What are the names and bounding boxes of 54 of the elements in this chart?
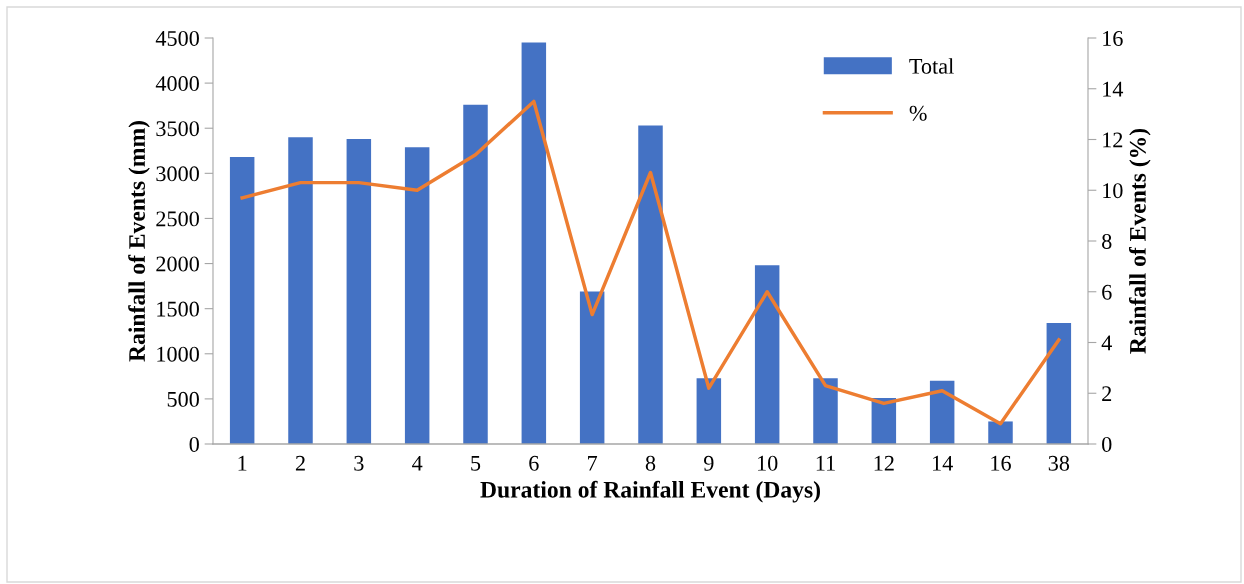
x-tick-label: 5 <box>471 455 481 471</box>
y-tick-label: 4500 <box>155 30 199 46</box>
bar <box>229 157 255 444</box>
y-axis-title: Rainfall of Events (mm) <box>128 121 150 362</box>
y-tick-label: 4000 <box>155 76 199 92</box>
y2-axis-title: Rainfall of Events (%) <box>1128 128 1151 354</box>
x-tick-label: 6 <box>529 455 539 471</box>
y2-tick-label: 10 <box>1103 183 1123 199</box>
y-tick-label: 0 <box>189 436 199 452</box>
y-tick-label: 500 <box>167 391 199 407</box>
bar <box>813 378 838 444</box>
bar <box>521 42 547 444</box>
x-tick-label: 8 <box>645 455 656 471</box>
legend-label: % <box>909 105 927 121</box>
bar <box>638 125 663 444</box>
y2-tick-label: 12 <box>1103 132 1123 148</box>
y2-tick-label: 2 <box>1102 386 1112 401</box>
bar <box>404 147 430 444</box>
x-tick-label: 7 <box>588 455 598 471</box>
bar <box>463 104 488 444</box>
x-tick-label: 9 <box>703 455 714 471</box>
y2-tick-label: 14 <box>1103 81 1124 97</box>
x-tick-label: 10 <box>758 455 778 471</box>
y-tick-label: 3500 <box>156 121 199 137</box>
y2-tick-label: 8 <box>1102 233 1112 249</box>
bar <box>754 265 780 444</box>
bar <box>346 139 372 444</box>
x-tick-label: 1 <box>238 455 247 471</box>
x-tick-label: 4 <box>412 455 423 471</box>
x-tick-label: 3 <box>354 455 364 471</box>
y-tick-label: 1500 <box>157 301 199 317</box>
legend-label: Total <box>909 58 954 74</box>
bar <box>988 421 1013 444</box>
y-tick-label: 2000 <box>156 256 199 272</box>
bar <box>696 378 722 444</box>
bar <box>929 380 955 444</box>
x-tick-label: 2 <box>295 455 305 471</box>
x-tick-label: 12 <box>874 455 894 471</box>
bar <box>288 137 313 444</box>
y2-tick-label: 6 <box>1102 284 1112 300</box>
x-tick-label: 38 <box>1048 455 1070 471</box>
line-series <box>240 99 1061 426</box>
y2-tick-label: 16 <box>1103 30 1123 46</box>
bar <box>579 291 605 444</box>
y2-tick-label: 4 <box>1101 335 1112 351</box>
x-axis-title: Duration of Rainfall Event (Days) <box>480 480 820 503</box>
x-tick-label: 14 <box>933 455 953 471</box>
y-tick-label: 3000 <box>156 166 199 182</box>
y2-tick-label: 0 <box>1102 436 1112 452</box>
x-tick-label: 11 <box>816 455 835 471</box>
y-tick-label: 2500 <box>156 211 199 227</box>
bar <box>1046 323 1072 444</box>
x-tick-label: 16 <box>991 455 1011 471</box>
y-tick-label: 1000 <box>157 346 199 362</box>
